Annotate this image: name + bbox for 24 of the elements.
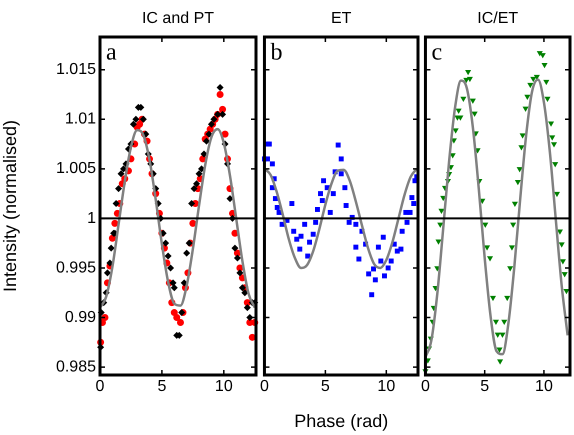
chart-title: ET bbox=[331, 10, 352, 27]
annotation: c bbox=[431, 39, 442, 66]
x-tick-label: 5 bbox=[320, 378, 330, 396]
x-tick-label: 0 bbox=[96, 378, 105, 396]
y-tick-label: 1.01 bbox=[64, 110, 96, 128]
x-tick-label: 10 bbox=[377, 378, 396, 396]
y-tick-label: 1 bbox=[87, 210, 96, 227]
y-axis-title: Intensity (normalised) bbox=[0, 120, 20, 292]
y-tick-label: 0.995 bbox=[56, 259, 96, 276]
annotation: b bbox=[270, 39, 282, 66]
x-axis-title: Phase (rad) bbox=[294, 411, 388, 432]
annotation: a bbox=[106, 39, 117, 66]
x-tick-label: 0 bbox=[420, 378, 430, 396]
y-tick-label: 0.99 bbox=[64, 308, 96, 326]
x-tick-label: 0 bbox=[260, 378, 269, 396]
x-tick-label: 5 bbox=[480, 378, 490, 396]
chart-title: IC and PT bbox=[142, 10, 214, 27]
y-tick-label: 1.015 bbox=[56, 61, 96, 78]
x-tick-label: 5 bbox=[157, 378, 166, 396]
y-tick-label: 0.985 bbox=[56, 358, 96, 376]
x-tick-label: 10 bbox=[535, 378, 553, 396]
chart-title: IC/ET bbox=[477, 10, 518, 27]
y-tick-label: 1.005 bbox=[56, 160, 96, 178]
x-tick-label: 10 bbox=[214, 378, 233, 396]
